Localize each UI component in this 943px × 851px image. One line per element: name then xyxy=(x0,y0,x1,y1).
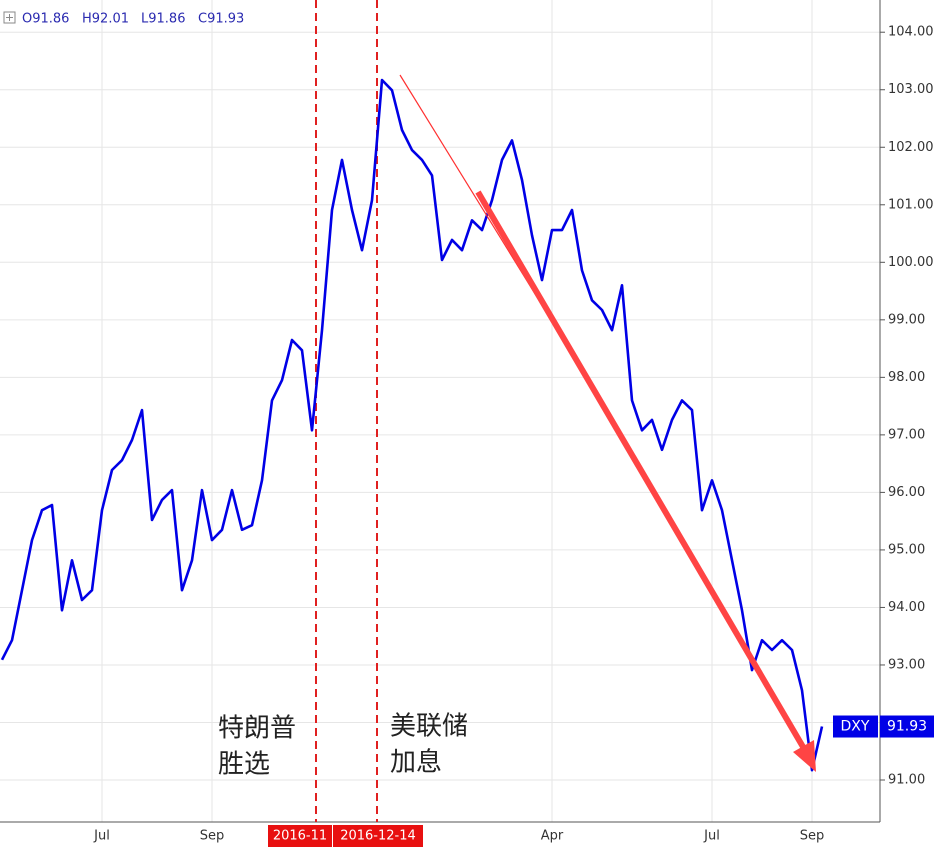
y-tick-label: 103.00 xyxy=(888,82,934,97)
ohlc-low: L91.86 xyxy=(141,12,185,27)
annotation: 美联储 xyxy=(390,712,468,742)
annotation: 特朗普 xyxy=(218,714,296,744)
event-date-box xyxy=(268,825,332,847)
y-tick-label: 97.00 xyxy=(888,427,925,442)
series-name: DXY xyxy=(841,719,870,735)
event-date: 2016-12-14 xyxy=(340,829,416,844)
y-tick-label: 99.00 xyxy=(888,312,925,327)
y-tick-label: 98.00 xyxy=(888,370,925,385)
last-price-tag xyxy=(880,715,934,738)
y-tick-label: 93.00 xyxy=(888,657,925,672)
last-price-tag xyxy=(833,715,878,738)
trend-arrow xyxy=(475,190,809,754)
plot xyxy=(0,78,824,772)
y-tick-label: 101.00 xyxy=(888,197,934,212)
y-tick-label: 96.00 xyxy=(888,485,925,500)
x-tick-label: Jul xyxy=(93,829,110,844)
y-tick-label: 91.00 xyxy=(888,773,925,788)
last-price: 91.93 xyxy=(887,719,927,735)
ohlc-open: O91.86 xyxy=(22,12,69,27)
y-tick-label: 94.00 xyxy=(888,600,925,615)
y-tick-label: 95.00 xyxy=(888,542,925,557)
ohlc-header: O91.86 H92.01 L91.86 C91.93 xyxy=(22,12,244,27)
event-date-box xyxy=(333,825,423,847)
x-tick-label: Jul xyxy=(703,829,720,844)
grid xyxy=(0,0,880,822)
event-date: 2016-11 xyxy=(273,829,327,844)
ohlc-high: H92.01 xyxy=(82,12,129,27)
arrow-head xyxy=(793,740,816,772)
y-tick-label: 100.00 xyxy=(888,255,934,270)
annotation: 加息 xyxy=(390,748,442,778)
price-line xyxy=(0,78,824,772)
expand-icon-plus xyxy=(6,14,13,21)
x-tick-label: Sep xyxy=(800,829,825,844)
annotation: 胜选 xyxy=(218,750,270,780)
ohlc-close: C91.93 xyxy=(198,12,244,27)
y-tick-label: 104.00 xyxy=(888,25,934,40)
expand-icon[interactable] xyxy=(3,11,16,24)
x-tick-label: Sep xyxy=(200,829,225,844)
x-tick-label: Apr xyxy=(541,829,564,844)
y-tick-label: 102.00 xyxy=(888,140,934,155)
